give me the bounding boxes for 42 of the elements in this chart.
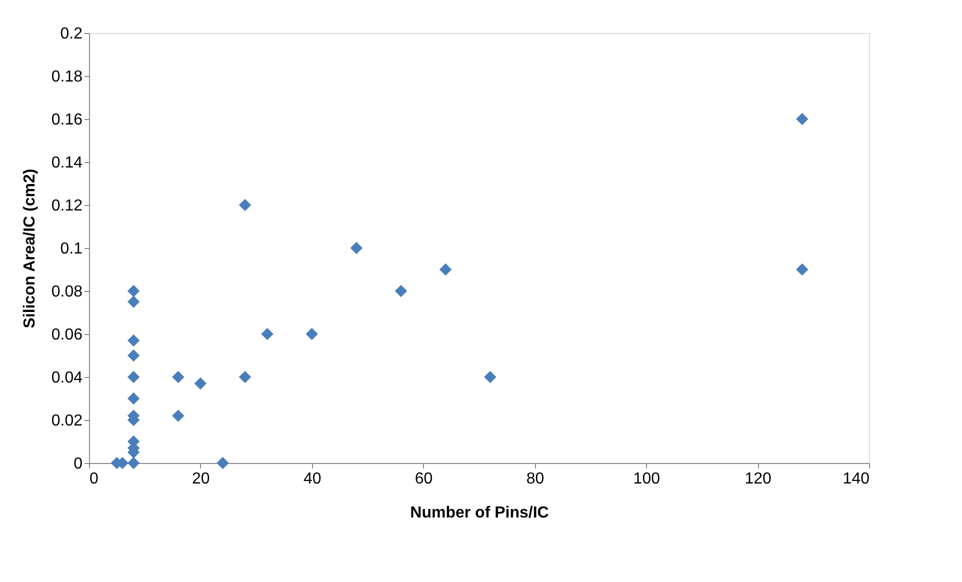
x-tick-label: 20 bbox=[192, 470, 210, 488]
y-tick-label: 0.06 bbox=[51, 326, 83, 344]
point bbox=[261, 328, 274, 340]
point bbox=[484, 370, 496, 384]
x-tick-label: 40 bbox=[303, 470, 322, 488]
point bbox=[127, 456, 140, 470]
point bbox=[172, 370, 184, 384]
y-tick-label: 0.12 bbox=[51, 198, 83, 214]
x-tick-label: 60 bbox=[414, 470, 433, 488]
point bbox=[394, 284, 408, 298]
y-tick-label: 0.04 bbox=[51, 370, 83, 386]
x-tick-label: 0 bbox=[90, 470, 98, 488]
y-tick-label: 0.14 bbox=[51, 154, 83, 172]
x-axis-title: Number of Pins/IC bbox=[410, 504, 550, 522]
point bbox=[127, 296, 140, 308]
point bbox=[796, 263, 808, 276]
x-tick-label: 100 bbox=[633, 470, 660, 488]
point bbox=[127, 392, 140, 405]
x-tick-label: 120 bbox=[744, 470, 772, 488]
y-tick-label: 0 bbox=[74, 456, 83, 472]
point bbox=[216, 456, 229, 470]
y-tick-label: 0.02 bbox=[51, 412, 83, 430]
x-tick-label: 80 bbox=[526, 470, 544, 488]
point bbox=[172, 410, 184, 422]
point bbox=[127, 334, 140, 347]
point bbox=[194, 377, 207, 390]
point bbox=[439, 263, 452, 276]
point bbox=[350, 242, 363, 254]
point bbox=[127, 284, 140, 298]
y-tick-label: 0.08 bbox=[51, 284, 83, 300]
x-tick-label: 140 bbox=[842, 470, 870, 488]
y-tick-label: 0.2 bbox=[60, 26, 83, 42]
point bbox=[238, 198, 252, 212]
y-tick-label: 0.18 bbox=[51, 68, 83, 86]
point bbox=[796, 112, 808, 126]
y-tick-label: 0.1 bbox=[60, 240, 83, 258]
point bbox=[238, 370, 252, 384]
point bbox=[127, 349, 140, 362]
point bbox=[127, 370, 140, 384]
point bbox=[306, 328, 318, 340]
y-tick-label: 0.16 bbox=[51, 112, 83, 128]
y-axis-title: Silicon Area/IC (cm2) bbox=[21, 168, 38, 328]
